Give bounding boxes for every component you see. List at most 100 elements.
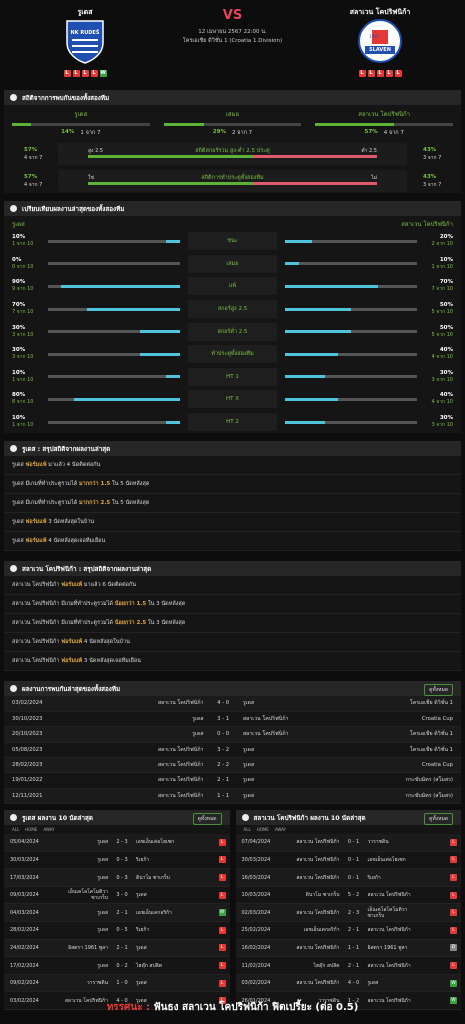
home-stat: 90% 9 จาก 10 [12,279,48,293]
pct: 50% [439,324,453,331]
match-row: 03/02/2024 สลาเวน โคปริฟนิก้า 4 - 0 รูเดส โค… [4,696,461,712]
cell: 09/03/2024 [10,892,39,899]
cell: 5 - 2 [347,892,360,899]
view-all[interactable]: ดูทั้งหมด [192,813,222,826]
highlight: ฟอร์มแพ้ [25,462,47,469]
cell: รูเดส [136,892,147,899]
form-compare: เปรียบเทียบผลงานล่าสุดของทั้งสองทีม รูเดส… [4,201,461,434]
text: มีเกมที่ทำประตูรวมได้ [61,601,113,608]
pct: 14% [61,129,75,135]
stat-label: สกอร์สูง 2.5 [187,300,278,319]
section-title: สลาเวน โคปริฟนิก้า : สรุปสถิติจากผลงานล่… [4,561,461,577]
cell: วาราซดิน [318,997,340,1004]
cell: 17/03/2024 [10,874,39,881]
summary: สลาเวน โคปริฟนิก้า : สรุปสถิติจากผลงานล่… [4,561,461,672]
text: รูเดส [12,462,24,469]
cell: สลาเวน โคปริฟนิก้า [64,997,108,1004]
summary-line: สลาเวน โคปริฟนิก้า มีเกมที่ทำประตูรวมได้… [4,595,461,615]
result-badge: D [450,944,457,952]
pct: 43% [423,173,437,180]
match-row: 17/03/2024 รูเดส 0 - 3 ดินาโม ซาเกร็บ L [4,869,230,887]
bar-track [285,239,418,243]
cell: 4 - 0 [116,997,128,1004]
result-badge: L [450,926,457,934]
left-tag: ใช่ [88,174,94,181]
pct: 0% [12,256,22,263]
bar-fill [285,262,299,266]
cell: เอชเอ็นเคกอริก้า [303,927,340,934]
bar-fill [285,330,352,334]
tab[interactable]: AWAY [274,827,286,833]
pct: 57% [24,146,38,153]
bar-track [285,352,418,356]
view-all[interactable]: ดูทั้งหมด [424,684,453,697]
home-stat: 80% 8 จาก 10 [12,392,48,406]
stat-bar: สถิติการทำประตูทั้งสองทีม ใช่ ไม่ [58,169,407,192]
home-stat: 0% 0 จาก 10 [12,257,48,271]
cell: ดินาโม ซาเกร็บ [305,892,340,899]
cell: รูเดส [192,731,204,738]
pct: 30% [439,369,453,376]
text: 3 นัดหลังสุดเจอทีมเยือน [83,658,141,665]
home-stat: 30% 3 จาก 10 [12,325,48,339]
tab[interactable]: ALL [12,827,20,833]
cell: 16/03/2024 [241,874,271,881]
count: 1 จาก 10 [12,241,34,248]
away-logo-year: 1907 [369,34,380,39]
highlight: น้อยกว่า 1.5 [114,601,147,608]
cell: Croatia Cup [421,715,453,722]
bar-fill [88,154,253,158]
bar-fill [285,284,378,288]
right-side: 43% 3 จาก 7 [407,146,457,162]
cell: 1 - 2 [347,997,360,1004]
home-stat: 10% 1 จาก 10 [12,370,48,384]
count: 2 จาก 7 [232,130,253,136]
count: 3 จาก 10 [431,376,454,383]
match-row: 02/03/2024 สลาเวน โคปริฟนิก้า 2 - 3 เอ็นเคโ… [235,904,461,923]
cell: 1 - 1 [217,792,230,799]
pct: 30% [439,415,453,422]
bar-track [88,181,377,185]
pct: 10% [12,415,26,422]
count: 5 จาก 10 [431,331,454,338]
cell: สลาเวน โคปริฟนิก้า [296,909,340,916]
match-row: 30/03/2024 สลาเวน โคปริฟนิก้า 0 - 1 เอชเอ็น… [235,852,461,870]
tab[interactable]: AWAY [43,827,55,833]
text: สลาเวน โคปริฟนิก้า [12,601,60,608]
cell: 1 - 1 [347,944,360,951]
text: รูเดส [12,519,24,526]
compare-row: 10% 1 จาก 10 HT 1 30% 3 จาก 10 [4,366,461,389]
tab[interactable]: HOME [25,827,38,833]
result-badge: L [218,891,226,899]
away-stat: 30% 3 จาก 10 [417,415,454,429]
cell: 16/02/2024 [241,944,271,951]
cell: 0 - 0 [217,731,230,738]
away-stat: 20% 2 จาก 10 [417,234,454,248]
stat-label: HT 1 [187,367,278,386]
cell: 2 - 1 [217,777,230,784]
stat-label: ทำประตูทั้งสองทีม [187,345,278,364]
highlight: น้อยกว่า 2.5 [114,620,147,627]
tab[interactable]: ALL [243,827,251,833]
count: 4 จาก 10 [431,399,454,406]
compare-row: 90% 9 จาก 10 แพ้ 70% 7 จาก 10 [4,275,461,298]
cell: 0 - 1 [347,856,360,863]
cell: ไฮดุ๊ก สปลิต [136,962,162,969]
cell: โครเอเชีย ดิวิชั่น 1 [409,746,453,753]
view-all[interactable]: ดูทั้งหมด [424,813,453,826]
cell: 3 - 1 [217,715,230,722]
text: สลาเวน โคปริฟนิก้า [12,582,60,589]
cell: 1 - 0 [116,980,128,987]
count: 4 จาก 7 [24,181,43,188]
bar-fill [166,375,180,379]
cell: สลาเวน โคปริฟนิก้า [367,927,411,934]
compare-row: 10% 1 จาก 10 ชนะ 20% 2 จาก 10 [4,230,461,253]
last10-panels: รูเดส ผลงาน 10 นัดล่าสุด ดูทั้งหมด ALL HOME… [4,810,461,1011]
cell: รูเดส [97,839,108,846]
form-badge: L [385,70,393,77]
highlight: ฟอร์มแพ้ [61,582,83,589]
tab[interactable]: HOME [256,827,269,833]
form-badge: L [394,70,402,77]
pct: 70% [439,279,453,286]
